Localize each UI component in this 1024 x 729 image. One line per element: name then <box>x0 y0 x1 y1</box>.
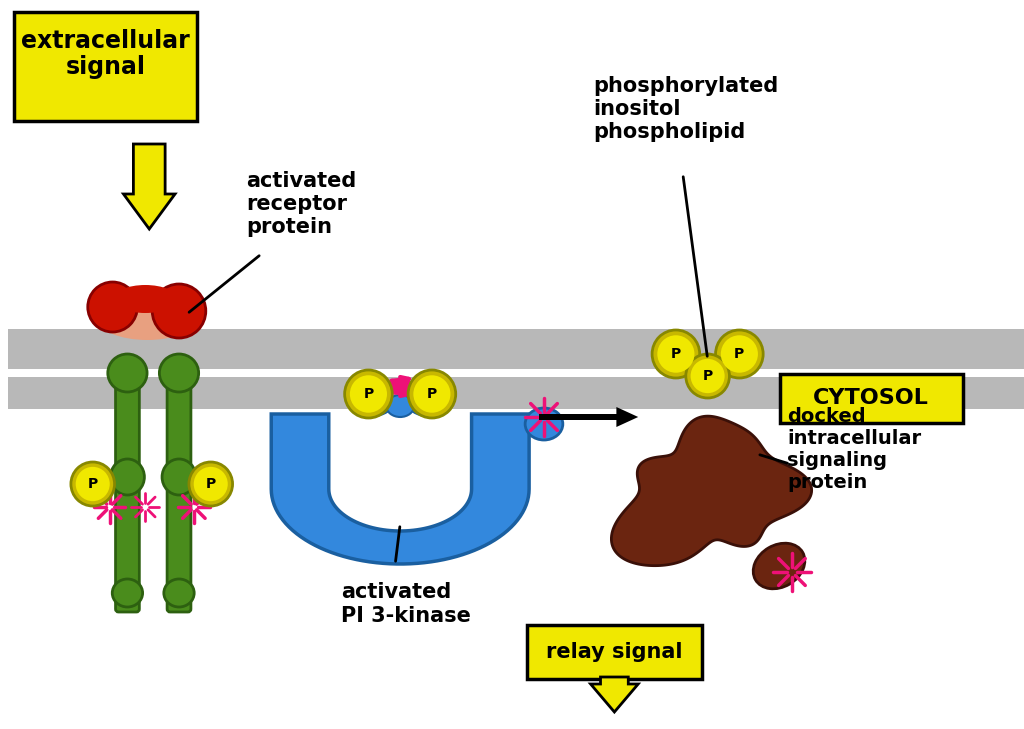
Text: P: P <box>427 387 437 401</box>
FancyArrow shape <box>539 407 638 427</box>
Ellipse shape <box>113 285 177 313</box>
Ellipse shape <box>693 355 722 377</box>
Ellipse shape <box>153 284 206 338</box>
Ellipse shape <box>111 459 144 495</box>
Ellipse shape <box>715 348 756 376</box>
Text: relay signal: relay signal <box>546 642 683 662</box>
Polygon shape <box>271 414 529 564</box>
Text: extracellular
signal: extracellular signal <box>22 28 190 79</box>
Text: P: P <box>734 347 744 361</box>
Text: P: P <box>671 347 681 361</box>
Circle shape <box>71 462 115 506</box>
Bar <box>8 377 1024 409</box>
Circle shape <box>409 370 456 418</box>
Ellipse shape <box>160 354 199 392</box>
Ellipse shape <box>97 298 197 340</box>
Ellipse shape <box>386 395 414 417</box>
Circle shape <box>686 354 729 398</box>
Ellipse shape <box>351 388 393 416</box>
Circle shape <box>716 330 763 378</box>
FancyBboxPatch shape <box>780 374 963 423</box>
Ellipse shape <box>88 282 137 332</box>
Circle shape <box>414 375 451 413</box>
FancyArrow shape <box>591 677 638 712</box>
Bar <box>8 329 1024 369</box>
Ellipse shape <box>408 388 449 416</box>
Bar <box>8 369 1024 377</box>
Text: P: P <box>88 477 98 491</box>
FancyArrow shape <box>124 144 175 229</box>
Text: phosphorylated
inositol
phospholipid: phosphorylated inositol phospholipid <box>594 76 779 142</box>
Ellipse shape <box>525 408 563 440</box>
Circle shape <box>721 335 758 373</box>
Text: P: P <box>364 387 374 401</box>
Circle shape <box>76 467 110 501</box>
Circle shape <box>657 335 694 373</box>
Text: P: P <box>702 369 713 383</box>
Ellipse shape <box>162 459 196 495</box>
Ellipse shape <box>164 579 195 607</box>
Text: P: P <box>206 477 216 491</box>
Ellipse shape <box>108 354 147 392</box>
FancyBboxPatch shape <box>527 625 701 679</box>
Circle shape <box>188 462 232 506</box>
Polygon shape <box>611 416 812 566</box>
Text: docked
intracellular
signaling
protein: docked intracellular signaling protein <box>787 407 922 491</box>
Text: activated
receptor
protein: activated receptor protein <box>247 171 356 237</box>
Ellipse shape <box>659 348 700 376</box>
FancyBboxPatch shape <box>167 366 190 612</box>
Circle shape <box>350 375 387 413</box>
FancyBboxPatch shape <box>14 12 197 121</box>
Text: activated
PI 3-kinase: activated PI 3-kinase <box>341 582 471 625</box>
Circle shape <box>652 330 699 378</box>
FancyBboxPatch shape <box>116 366 139 612</box>
Circle shape <box>194 467 227 501</box>
Ellipse shape <box>113 579 142 607</box>
Circle shape <box>690 359 725 393</box>
Ellipse shape <box>754 543 805 589</box>
Text: CYTOSOL: CYTOSOL <box>813 389 929 408</box>
Circle shape <box>345 370 392 418</box>
